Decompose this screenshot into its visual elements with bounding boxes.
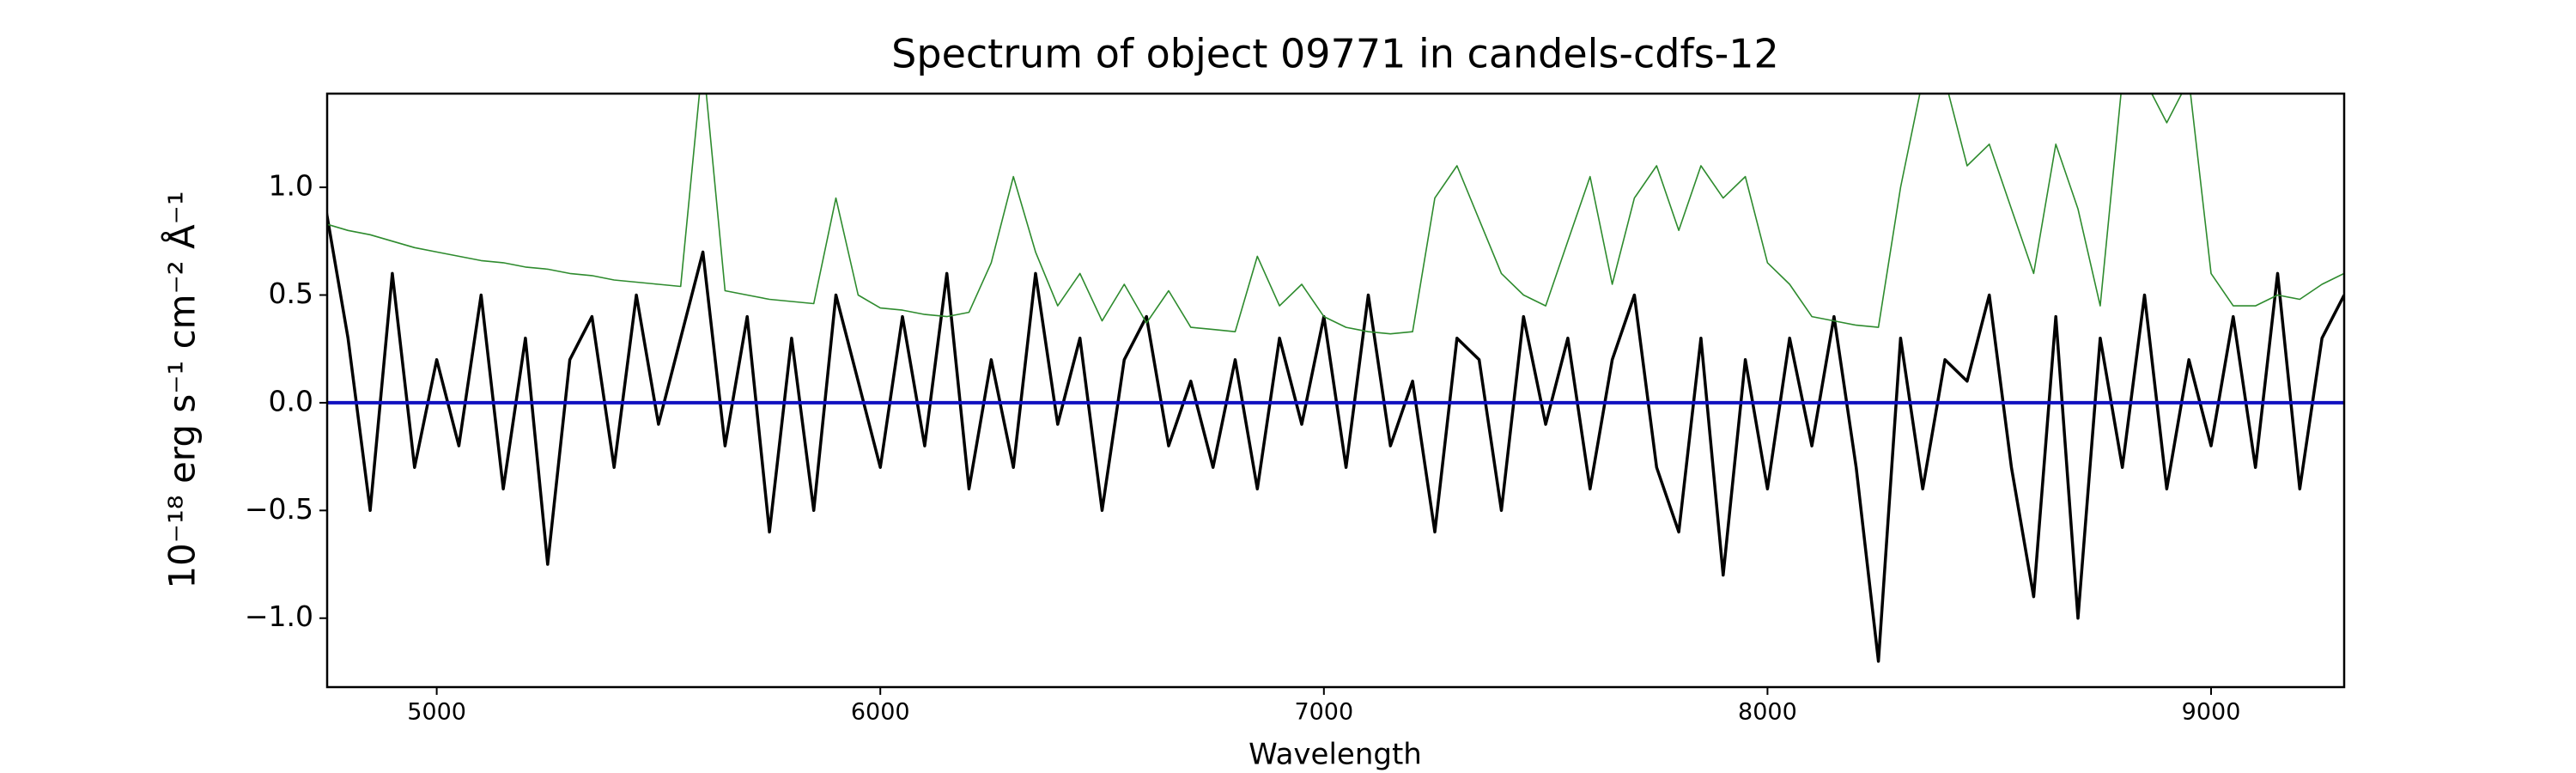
x-tick-label: 9000 [2182, 699, 2241, 726]
y-axis-label: 10⁻¹⁸ erg s⁻¹ cm⁻² Å⁻¹ [161, 191, 204, 588]
series-line [327, 208, 2344, 663]
y-tick-label: 0.0 [269, 384, 313, 417]
axes-frame [325, 92, 2346, 689]
plot-area [327, 94, 2344, 663]
series-line [327, 94, 2344, 335]
x-axis-label: Wavelength [1249, 738, 1422, 772]
x-tick-label: 6000 [851, 699, 910, 726]
x-tick-label: 7000 [1294, 699, 1353, 726]
y-tick-label: −1.0 [245, 600, 313, 633]
chart-title: Spectrum of object 09771 in candels-cdfs… [891, 31, 1779, 77]
x-tick-label: 5000 [407, 699, 466, 726]
y-tick-label: −0.5 [245, 492, 313, 526]
y-tick-label: 0.5 [269, 277, 313, 310]
y-tick-label: 1.0 [269, 169, 313, 203]
x-tick-label: 8000 [1738, 699, 1797, 726]
